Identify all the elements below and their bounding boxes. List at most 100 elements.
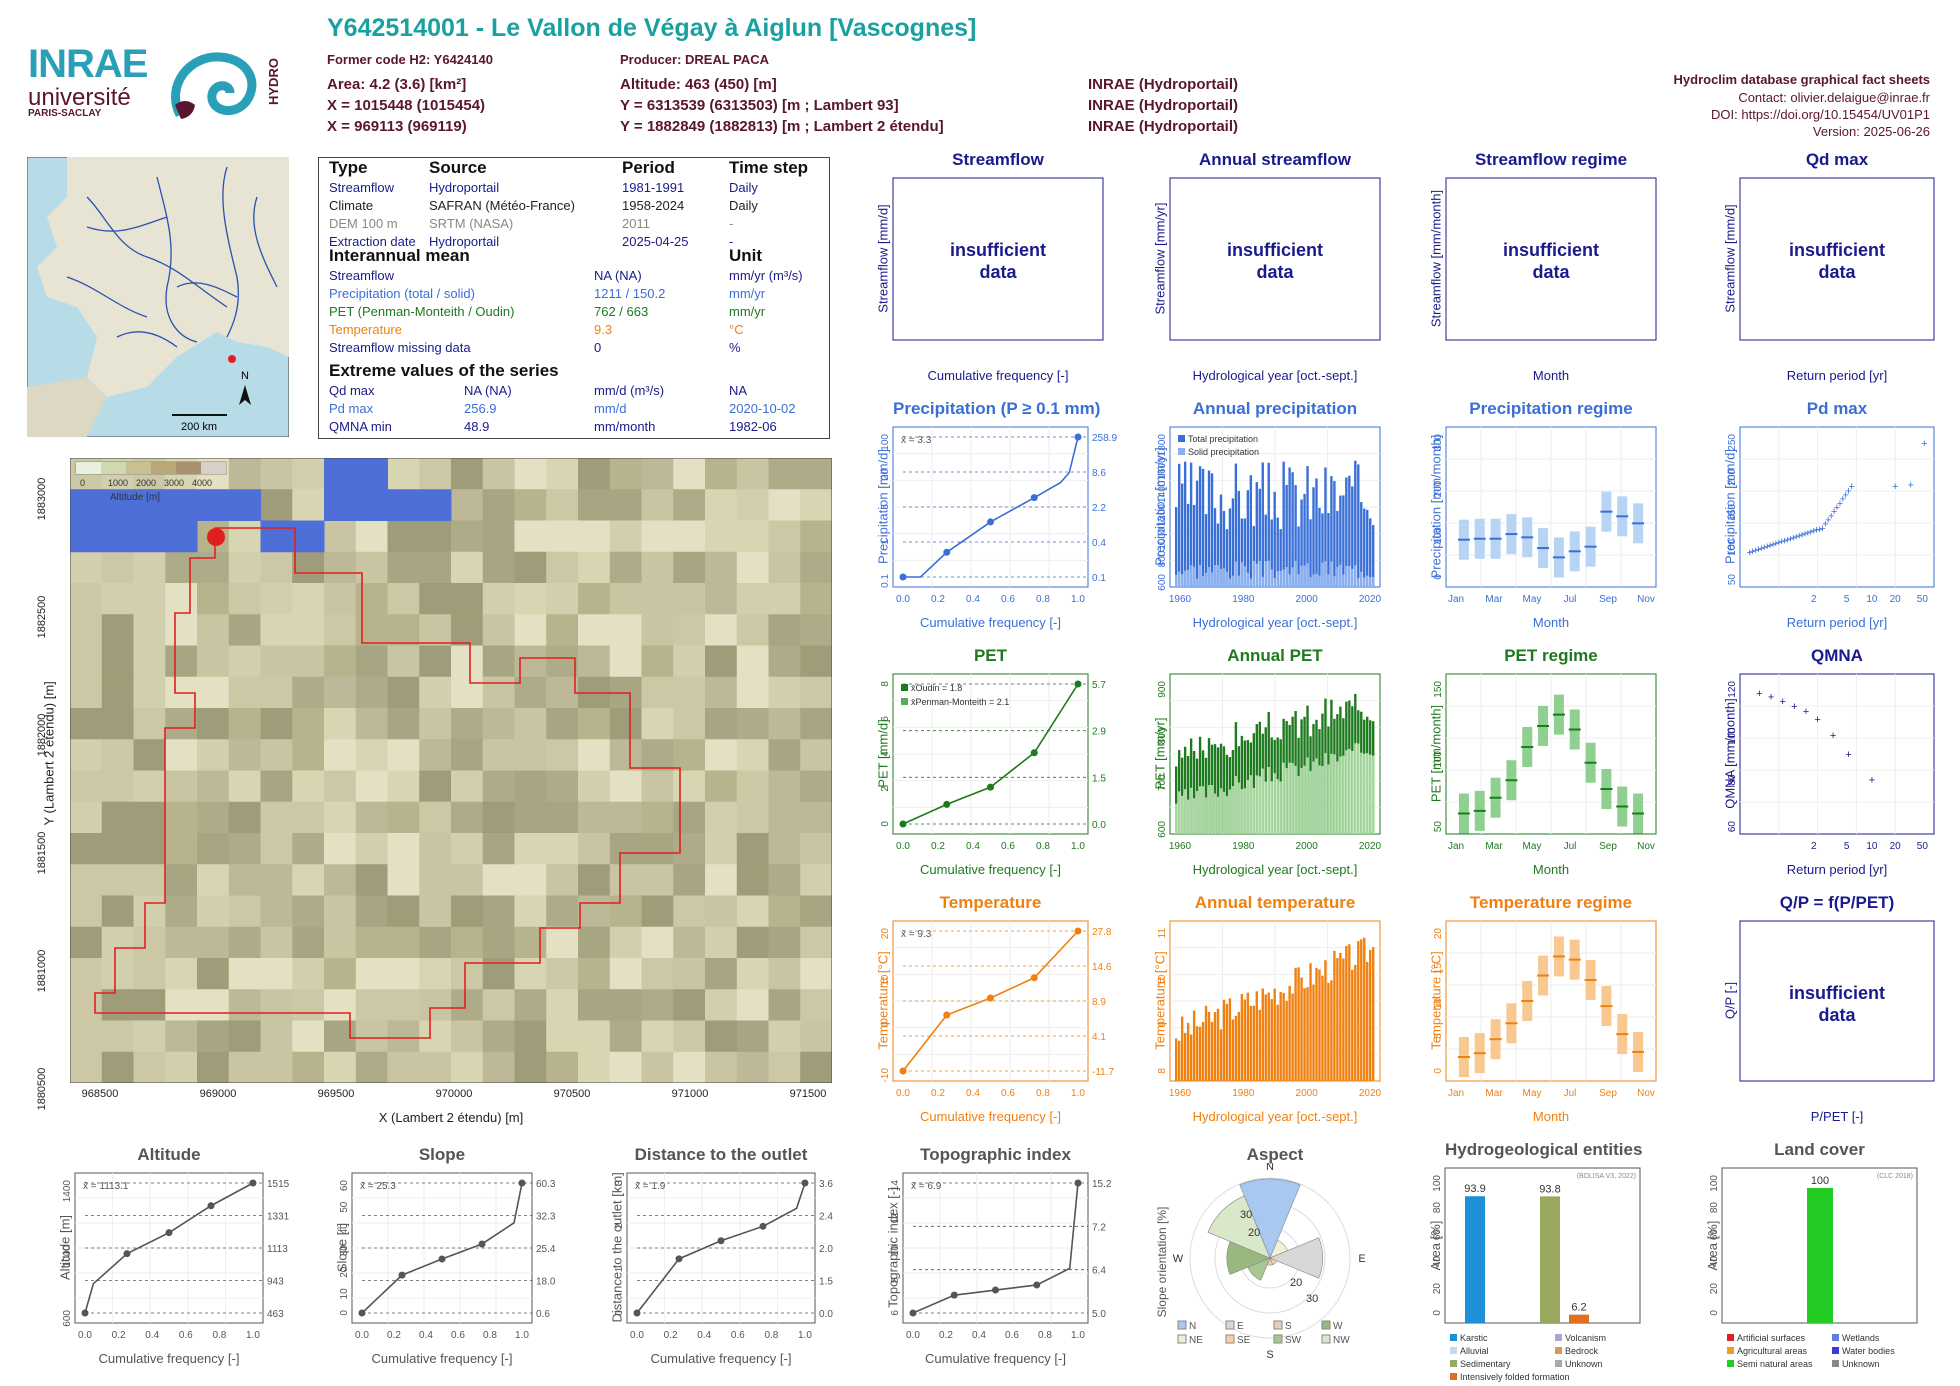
- dem-cell: [165, 583, 198, 615]
- interannual-header: Interannual mean: [329, 246, 470, 265]
- annual-bar-secondary: [1240, 562, 1244, 587]
- legend-swatch: [1225, 1334, 1235, 1344]
- ytick-label: 20: [1433, 928, 1444, 940]
- map-ytick: 1880500: [36, 1067, 48, 1111]
- dem-cell: [705, 676, 738, 709]
- panel-streamflow-xlabel: Cumulative frequency [-]: [927, 368, 1069, 383]
- annual-bar-secondary: [1192, 798, 1196, 834]
- quantile-marker: [943, 800, 951, 808]
- annual-bar-secondary: [1360, 571, 1363, 587]
- legend-label: Unknown: [1842, 1359, 1880, 1369]
- quantile-marker: [992, 1286, 999, 1294]
- annual-bar: [1216, 1008, 1220, 1081]
- dem-cell: [546, 614, 579, 646]
- ytick-label: 40: [1432, 1256, 1443, 1268]
- annual-bar: [1273, 988, 1276, 1081]
- panel-annual-pet-xlabel: Hydrological year [oct.-sept.]: [1192, 862, 1358, 877]
- doi-link[interactable]: DOI: https://doi.org/10.15454/UV01P1: [1711, 107, 1930, 122]
- annual-bar-secondary: [1309, 770, 1312, 834]
- dem-cell: [260, 926, 293, 959]
- dem-cell: [673, 770, 706, 803]
- colorbar-tick: 0: [80, 478, 85, 488]
- annual-bar: [1291, 993, 1294, 1081]
- dem-cell: [228, 1051, 261, 1083]
- dem-cell: [165, 551, 198, 584]
- quantile-value: 15.2: [1092, 1179, 1112, 1190]
- annual-bar: [1264, 727, 1267, 834]
- annual-bar-secondary: [1291, 567, 1294, 587]
- dem-cell: [451, 739, 484, 771]
- annual-bar: [1327, 513, 1330, 587]
- panel-slope-cdf-xlabel: Cumulative frequency [-]: [371, 1351, 513, 1366]
- xtick-label: 2020: [1359, 1088, 1382, 1099]
- ytick-label: 0.1: [880, 574, 891, 588]
- map-ytick: 1882000: [36, 713, 48, 757]
- dem-cell: [419, 1051, 452, 1083]
- annual-bar-secondary: [1327, 574, 1330, 587]
- quantile-marker: [717, 1237, 725, 1245]
- xtick-label: 1.0: [1071, 841, 1085, 852]
- rp-point: +: [1845, 749, 1851, 761]
- dem-cell: [260, 551, 293, 584]
- xtick-label: Mar: [1485, 594, 1503, 605]
- dem-cell: [578, 989, 611, 1021]
- annual-bar-secondary: [1264, 781, 1267, 834]
- quantile-marker: [165, 1229, 173, 1237]
- dem-cell: [260, 770, 293, 803]
- dem-cell: [133, 645, 166, 678]
- colorbar-swatch: [151, 462, 176, 474]
- dem-cell: [482, 926, 515, 959]
- quantile-marker: [987, 994, 994, 1002]
- dem-cell: [736, 676, 769, 709]
- dem-cell: [736, 739, 769, 771]
- dem-cell: [736, 833, 769, 865]
- xtick-label: Nov: [1637, 841, 1655, 852]
- dem-cell: [800, 770, 832, 803]
- dem-cell: [482, 489, 515, 521]
- rp-point: +: [1843, 490, 1849, 502]
- legend-swatch: [1450, 1360, 1457, 1367]
- annual-bar-secondary: [1225, 795, 1229, 834]
- insufficient-data-msg: insufficient: [950, 240, 1046, 260]
- rp-point: +: [1755, 544, 1761, 556]
- dem-cell: [673, 1020, 706, 1053]
- xtick-label: 0.8: [1036, 594, 1050, 605]
- ytick-label: 250: [1727, 434, 1738, 451]
- panel-temp-regime-plot: 0 5 10 15 20 Jan Mar May Jul Sep Nov: [1433, 920, 1657, 1099]
- rp-point: +: [1811, 526, 1817, 538]
- annual-bar-secondary: [1282, 762, 1285, 834]
- dem-cell: [673, 895, 706, 928]
- xtick-label: 50: [1917, 841, 1929, 852]
- dem-cell: [514, 739, 547, 771]
- xtick-label: 0.0: [906, 1330, 920, 1341]
- dem-cell: [514, 770, 547, 803]
- quantile-marker: [1033, 1281, 1041, 1289]
- annual-bar-secondary: [1366, 575, 1369, 587]
- rose-sector: [1207, 1195, 1271, 1259]
- annual-bar: [1219, 1029, 1223, 1081]
- colorbar-tick: 2000: [136, 478, 156, 488]
- legend-swatch: [1177, 1334, 1187, 1344]
- dem-cell: [546, 1051, 579, 1083]
- quantile-value: 18.0: [536, 1277, 556, 1288]
- ytick-label: 5: [1433, 1033, 1444, 1039]
- annual-bar: [1306, 987, 1309, 1081]
- dem-cell: [133, 801, 166, 834]
- annual-bar-secondary: [1357, 743, 1360, 834]
- dem-cell: [482, 614, 515, 646]
- annual-bar-secondary: [1372, 755, 1375, 834]
- annual-bar: [1351, 969, 1354, 1081]
- ytick-label: 30: [339, 1245, 350, 1257]
- annual-bar-secondary: [1175, 574, 1178, 587]
- dem-cell: [355, 645, 388, 678]
- annual-bar: [1261, 462, 1264, 587]
- insufficient-data-msg: data: [1256, 262, 1294, 282]
- dem-cell: [705, 489, 738, 521]
- annual-bar: [1198, 736, 1202, 834]
- dem-cell: [705, 708, 738, 740]
- dem-cell: [451, 1020, 484, 1053]
- panel-temp-cdf: Temperature Temperature [°C] Cumulative fr…: [876, 893, 1115, 1124]
- annual-bar: [1363, 937, 1366, 1081]
- legend-label: Unknown: [1565, 1359, 1603, 1369]
- quantile-value: 1331: [267, 1212, 290, 1223]
